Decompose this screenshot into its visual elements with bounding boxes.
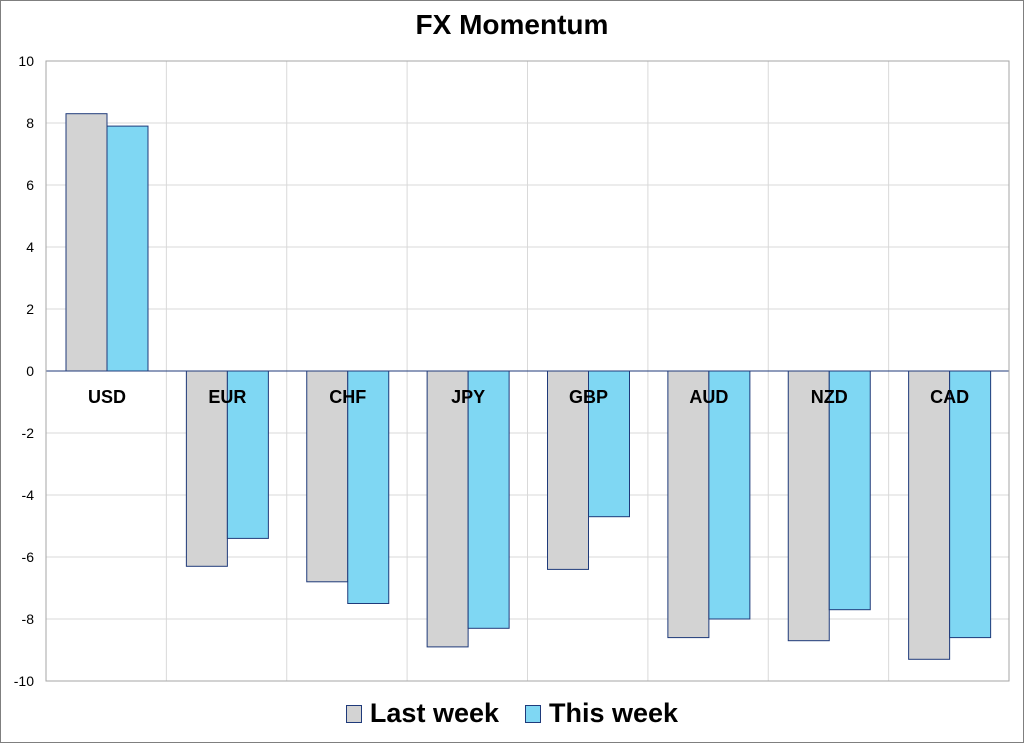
bar-last-week-gbp xyxy=(547,370,589,570)
category-label-eur: EUR xyxy=(208,387,246,407)
bar-this-week-eur xyxy=(226,370,269,539)
legend-swatch-last-week xyxy=(345,704,362,723)
legend-item-this-week: This week xyxy=(525,698,678,729)
legend: Last week This week xyxy=(1,698,1023,729)
plot-area-border xyxy=(45,60,1010,682)
y-tick-label: 6 xyxy=(26,177,34,193)
bar-last-week-jpy xyxy=(426,370,469,648)
y-tick-label: -4 xyxy=(22,487,35,503)
chart-title: FX Momentum xyxy=(415,9,609,40)
legend-swatch-this-week xyxy=(525,704,541,723)
bar-last-week-cad xyxy=(908,370,951,660)
bar-this-week-aud xyxy=(708,370,751,620)
y-tick-label: -8 xyxy=(22,611,35,627)
legend-label-last-week: Last week xyxy=(369,698,499,728)
category-label-aud: AUD xyxy=(689,387,728,407)
bar-last-week-aud xyxy=(667,370,710,639)
y-tick-label: 4 xyxy=(26,239,34,255)
y-tick-label: -2 xyxy=(22,425,35,441)
y-axis: 10 8 6 4 2 0 -2 -4 -6 -8 -10 xyxy=(14,53,34,689)
x-axis-labels: USD EUR CHF JPY GBP AUD NZD CAD xyxy=(88,387,969,407)
category-label-chf: CHF xyxy=(329,387,366,407)
bar-this-week-usd xyxy=(106,125,149,372)
category-label-nzd: NZD xyxy=(811,387,848,407)
legend-label-this-week: This week xyxy=(549,698,679,728)
y-tick-label: 8 xyxy=(26,115,34,131)
bars xyxy=(46,113,1009,660)
bar-this-week-jpy xyxy=(467,370,510,629)
category-label-gbp: GBP xyxy=(569,387,608,407)
legend-item-last-week: Last week xyxy=(345,698,499,729)
y-tick-label: -10 xyxy=(14,673,34,689)
bar-last-week-nzd xyxy=(787,370,830,642)
category-label-usd: USD xyxy=(88,387,126,407)
category-label-jpy: JPY xyxy=(451,387,485,407)
y-tick-label: 10 xyxy=(18,53,34,69)
category-label-cad: CAD xyxy=(930,387,969,407)
y-tick-label: 0 xyxy=(26,363,34,379)
bar-this-week-nzd xyxy=(828,370,871,611)
y-tick-label: -6 xyxy=(22,549,35,565)
bar-this-week-cad xyxy=(949,370,992,639)
y-tick-label: 2 xyxy=(26,301,34,317)
bar-last-week-usd xyxy=(65,113,108,372)
